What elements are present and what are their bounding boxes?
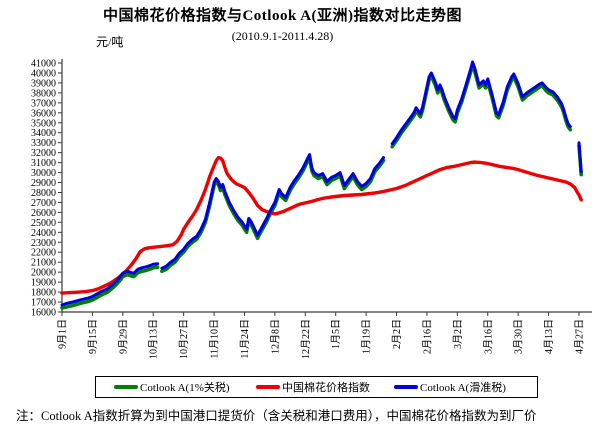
x-tick-label: 4月13日 — [543, 319, 555, 354]
series-line-0 — [390, 63, 573, 149]
x-tick-label: 9月29日 — [117, 319, 129, 354]
y-tick-label: 18000 — [31, 288, 56, 299]
y-tick-label: 29000 — [31, 178, 56, 189]
x-tick-label: 2月16日 — [421, 319, 433, 354]
legend-label: 中国棉花价格指数 — [282, 382, 370, 394]
chart-title: 中国棉花价格指数与Cotlook A(亚洲)指数对比走势图 — [102, 8, 463, 24]
x-tick-label: 9月15日 — [87, 319, 99, 354]
y-axis-unit-label: 元/吨 — [96, 35, 124, 49]
y-tick-label: 40000 — [31, 68, 56, 79]
y-tick-label: 22000 — [31, 248, 56, 259]
series-line-2 — [390, 60, 572, 146]
series-line-2 — [160, 153, 385, 270]
y-tick-label: 33000 — [31, 138, 56, 149]
y-tick-label: 37000 — [31, 98, 56, 109]
legend-swatch-blue-line — [394, 385, 418, 389]
legend-label: Cotlook A(1%关税) — [140, 382, 230, 394]
y-tick-label: 27000 — [31, 198, 56, 209]
y-tick-label: 41000 — [31, 59, 56, 70]
y-tick-label: 36000 — [31, 108, 56, 119]
y-tick-label: 28000 — [31, 188, 56, 199]
chart-subtitle: (2010.9.1-2011.4.28) — [231, 29, 334, 43]
y-tick-label: 17000 — [31, 298, 56, 309]
x-tick-label: 3月16日 — [482, 319, 494, 354]
series-line-1 — [60, 155, 583, 295]
legend-swatch-red-line — [256, 385, 280, 389]
legend-item-cotlook-1pct: Cotlook A(1%关税) — [114, 377, 230, 397]
legend-label: Cotlook A(滑准税) — [420, 382, 506, 394]
x-tick-label: 2月2日 — [391, 319, 403, 349]
legend-item-china-cotton-index: 中国棉花价格指数 — [256, 377, 370, 397]
x-tick-label: 10月27日 — [178, 319, 190, 359]
y-tick-label: 32000 — [31, 148, 56, 159]
x-tick-label: 1月19日 — [361, 319, 373, 354]
series-line-2 — [60, 262, 160, 307]
x-tick-label: 3月2日 — [452, 319, 464, 349]
y-tick-label: 26000 — [31, 208, 56, 219]
y-tick-label: 19000 — [31, 278, 56, 289]
y-tick-label: 16000 — [31, 308, 56, 319]
y-tick-label: 20000 — [31, 268, 56, 279]
legend-swatch-green-line — [114, 385, 138, 389]
legend: Cotlook A(1%关税) 中国棉花价格指数 Cotlook A(滑准税) — [95, 376, 538, 398]
y-tick-label: 23000 — [31, 238, 56, 249]
x-tick-label: 4月27日 — [574, 319, 586, 354]
y-tick-label: 39000 — [31, 78, 56, 89]
x-tick-label: 10月13日 — [148, 319, 160, 359]
x-tick-label: 1月5日 — [330, 319, 342, 349]
y-tick-label: 30000 — [31, 168, 56, 179]
x-tick-label: 11月24日 — [239, 319, 251, 359]
x-tick-label: 11月10日 — [209, 319, 221, 359]
y-tick-label: 35000 — [31, 118, 56, 129]
y-tick-label: 38000 — [31, 88, 56, 99]
y-tick-label: 25000 — [31, 218, 56, 229]
y-tick-label: 34000 — [31, 128, 56, 139]
y-tick-label: 21000 — [31, 258, 56, 269]
legend-item-cotlook-sliding-duty: Cotlook A(滑准税) — [394, 377, 506, 397]
series-line-0 — [60, 265, 160, 310]
footnote: 注：Cotlook A指数折算为到中国港口提货价（含关税和港口费用），中国棉花价… — [16, 409, 537, 423]
x-tick-label: 9月1日 — [57, 319, 69, 349]
x-tick-label: 3月30日 — [513, 319, 525, 354]
series-line-2 — [577, 141, 583, 174]
y-tick-label: 31000 — [31, 158, 56, 169]
x-tick-label: 12月22日 — [300, 319, 312, 359]
x-tick-label: 12月8日 — [269, 319, 281, 354]
y-tick-label: 24000 — [31, 228, 56, 239]
